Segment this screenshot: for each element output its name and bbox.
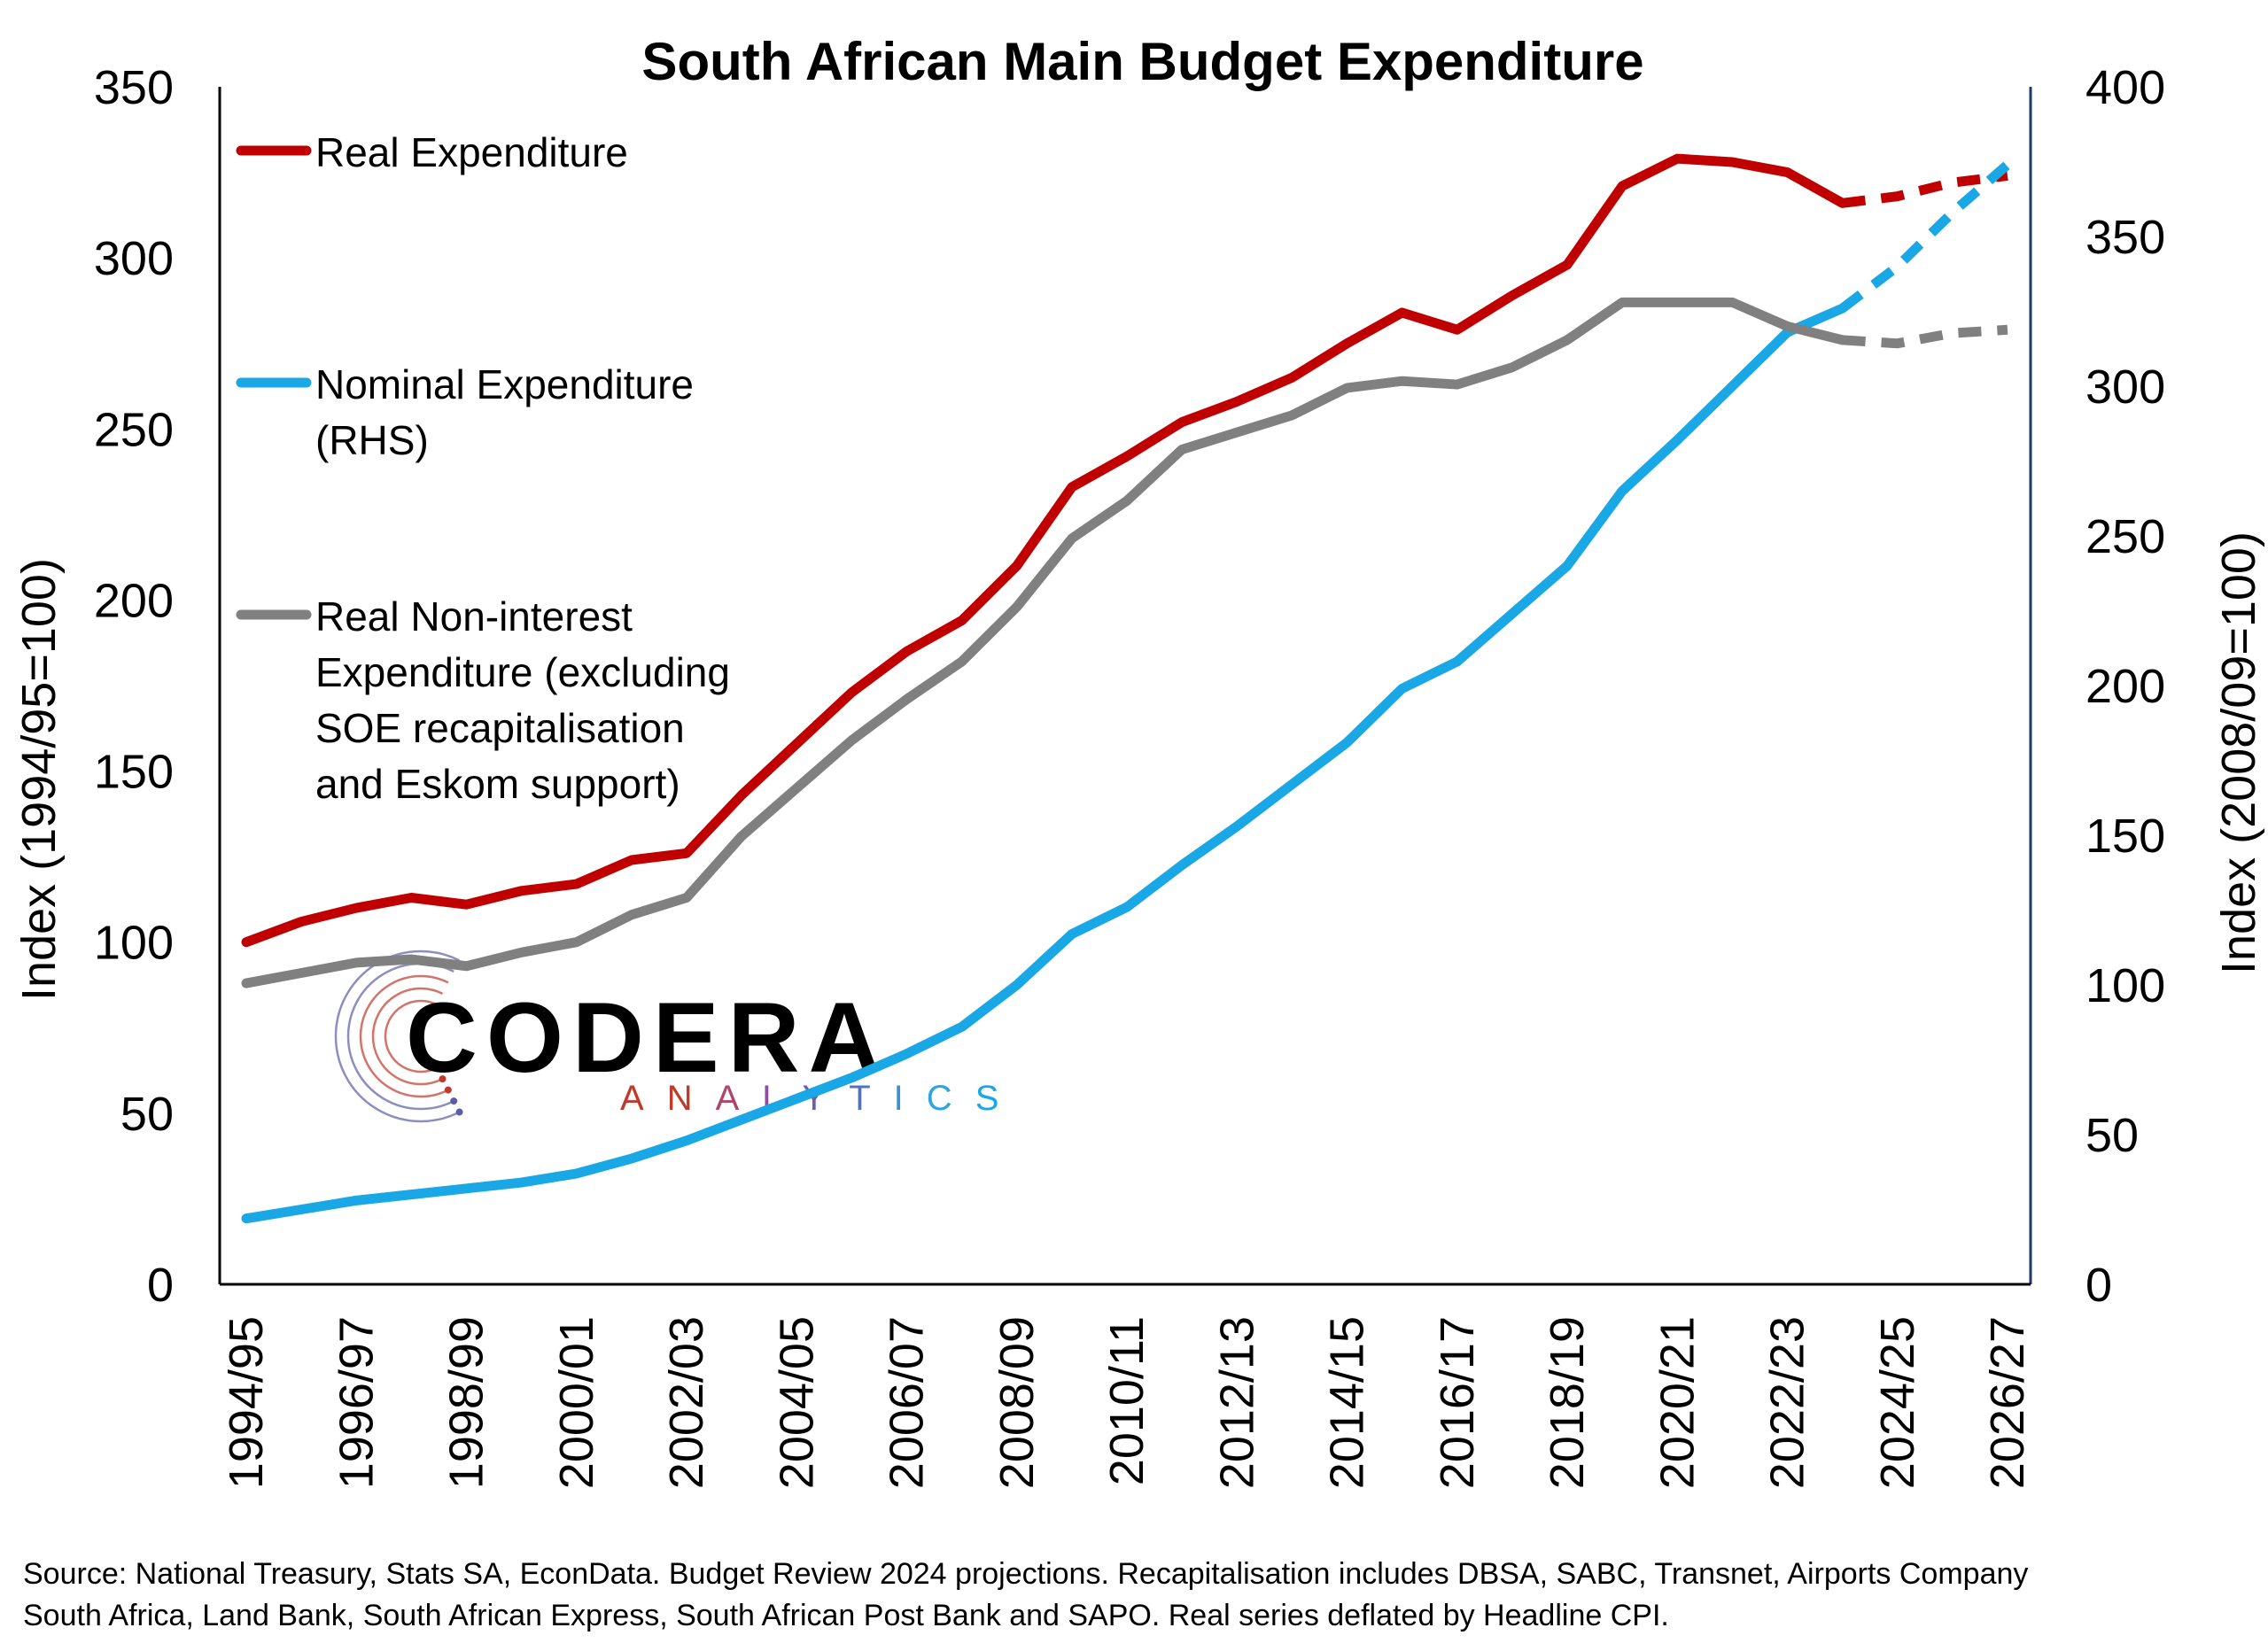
x-tick-label: 2014/15 <box>1321 1316 1374 1489</box>
x-tick-label: 2016/17 <box>1431 1316 1484 1489</box>
logo-node <box>455 1108 463 1116</box>
series-real-non-interest-expenditure <box>241 297 2008 988</box>
logo-tagline-letter: N <box>667 1079 716 1118</box>
y-tick-label: 50 <box>120 1088 174 1141</box>
y2-tick-label: 300 <box>2085 360 2165 414</box>
codera-logo: CODERA ANALYTICS <box>334 950 1022 1123</box>
x-tick-label: 2010/11 <box>1100 1316 1153 1485</box>
x-tick-label: 1996/97 <box>330 1316 383 1489</box>
y-tick-label: 150 <box>94 746 174 799</box>
legend-item-nominal: Nominal Expenditure (RHS) <box>236 361 694 463</box>
y-axis-title: Index (1994/95=100) <box>12 558 66 1001</box>
series-line-actual <box>241 297 1848 988</box>
logo-node <box>433 1064 441 1072</box>
legend-label: Nominal Expenditure <box>315 361 694 407</box>
y-tick-label: 200 <box>94 574 174 627</box>
y2-tick-label: 400 <box>2085 61 2165 114</box>
logo-node <box>439 1075 447 1083</box>
logo-tagline-letter: T <box>849 1079 893 1118</box>
y2-tick-label: 350 <box>2085 211 2165 264</box>
logo-tagline-letter: A <box>716 1079 763 1118</box>
legend-item-real: Real Expenditure <box>236 129 628 175</box>
logo-arc <box>384 999 438 1074</box>
legend-label: Real Non-interest <box>315 593 633 639</box>
x-tick-label: 2004/05 <box>770 1316 823 1489</box>
legend: Real Expenditure Nominal Expenditure (RHS)… <box>236 129 730 807</box>
y-tick-label: 350 <box>94 61 174 114</box>
x-tick-label: 1998/99 <box>440 1316 493 1489</box>
legend-label: SOE recapitalisation <box>315 705 685 751</box>
x-tick-label: 2000/01 <box>550 1316 603 1489</box>
x-tick-label: 2020/21 <box>1651 1316 1704 1489</box>
y2-tick-label: 50 <box>2085 1109 2139 1162</box>
y-tick-label: 300 <box>94 232 174 285</box>
logo-name: CODERA <box>406 982 889 1093</box>
logo-circuit-icon <box>334 950 463 1123</box>
logo-arc <box>334 950 461 1123</box>
logo-node <box>450 1097 458 1105</box>
logo-node <box>444 1086 452 1094</box>
y2-tick-label: 0 <box>2085 1259 2112 1312</box>
y-tick-label: 100 <box>94 917 174 970</box>
x-tick-label: 2026/27 <box>1981 1316 2034 1489</box>
y2-tick-label: 200 <box>2085 660 2165 713</box>
y2-tick-label: 250 <box>2085 510 2165 563</box>
logo-tagline-letter: I <box>894 1079 927 1118</box>
y2-tick-label: 100 <box>2085 959 2165 1012</box>
logo-arc <box>346 962 454 1111</box>
legend-label: and Eskom support) <box>315 761 680 807</box>
y2-tick-label: 150 <box>2085 810 2165 863</box>
series-real-expenditure <box>241 153 2008 948</box>
legend-label: Expenditure (excluding <box>315 649 730 695</box>
logo-arc <box>371 987 444 1086</box>
series-line-projection <box>1841 170 2008 208</box>
legend-label: (RHS) <box>315 417 429 463</box>
x-tick-label: 2012/13 <box>1210 1316 1263 1489</box>
x-tick-label: 2022/23 <box>1761 1316 1814 1489</box>
x-tick-label: 2008/09 <box>990 1316 1044 1489</box>
series-nominal-expenditure <box>241 160 2011 1224</box>
x-tick-label: 2024/25 <box>1871 1316 1924 1489</box>
series-line-actual <box>241 303 1848 1224</box>
x-tick-label: 2002/03 <box>660 1316 713 1489</box>
series-line-actual <box>241 153 1848 948</box>
x-tick-label: 2006/07 <box>881 1316 934 1489</box>
series-layer <box>241 153 2011 1224</box>
chart-title: South African Main Budget Expenditure <box>641 32 1643 91</box>
y2-axis-title: Index (2008/09=100) <box>2212 531 2265 974</box>
series-line-projection <box>1842 324 2008 349</box>
y-tick-label: 250 <box>94 403 174 456</box>
y-tick-label: 0 <box>147 1259 174 1312</box>
logo-tagline-letter: C <box>927 1079 975 1118</box>
legend-label: Real Expenditure <box>315 129 628 175</box>
x-tick-label: 1994/95 <box>220 1316 273 1489</box>
legend-item-noninterest: Real Non-interest Expenditure (excluding S… <box>236 593 730 807</box>
axes-layer: 0 50 100 150 200 250 300 350 0 50 100 150 200 250 300 3… <box>94 61 2165 1489</box>
source-note-line-1: Source: National Treasury, Stats SA, Eco… <box>23 1557 2028 1591</box>
logo-tagline-letter: A <box>620 1079 667 1118</box>
x-tick-label: 2018/19 <box>1541 1316 1594 1489</box>
logo-arc <box>359 974 449 1098</box>
source-note-line-2: South Africa, Land Bank, South African E… <box>23 1599 1669 1632</box>
logo-tagline-letter: S <box>975 1079 1022 1118</box>
